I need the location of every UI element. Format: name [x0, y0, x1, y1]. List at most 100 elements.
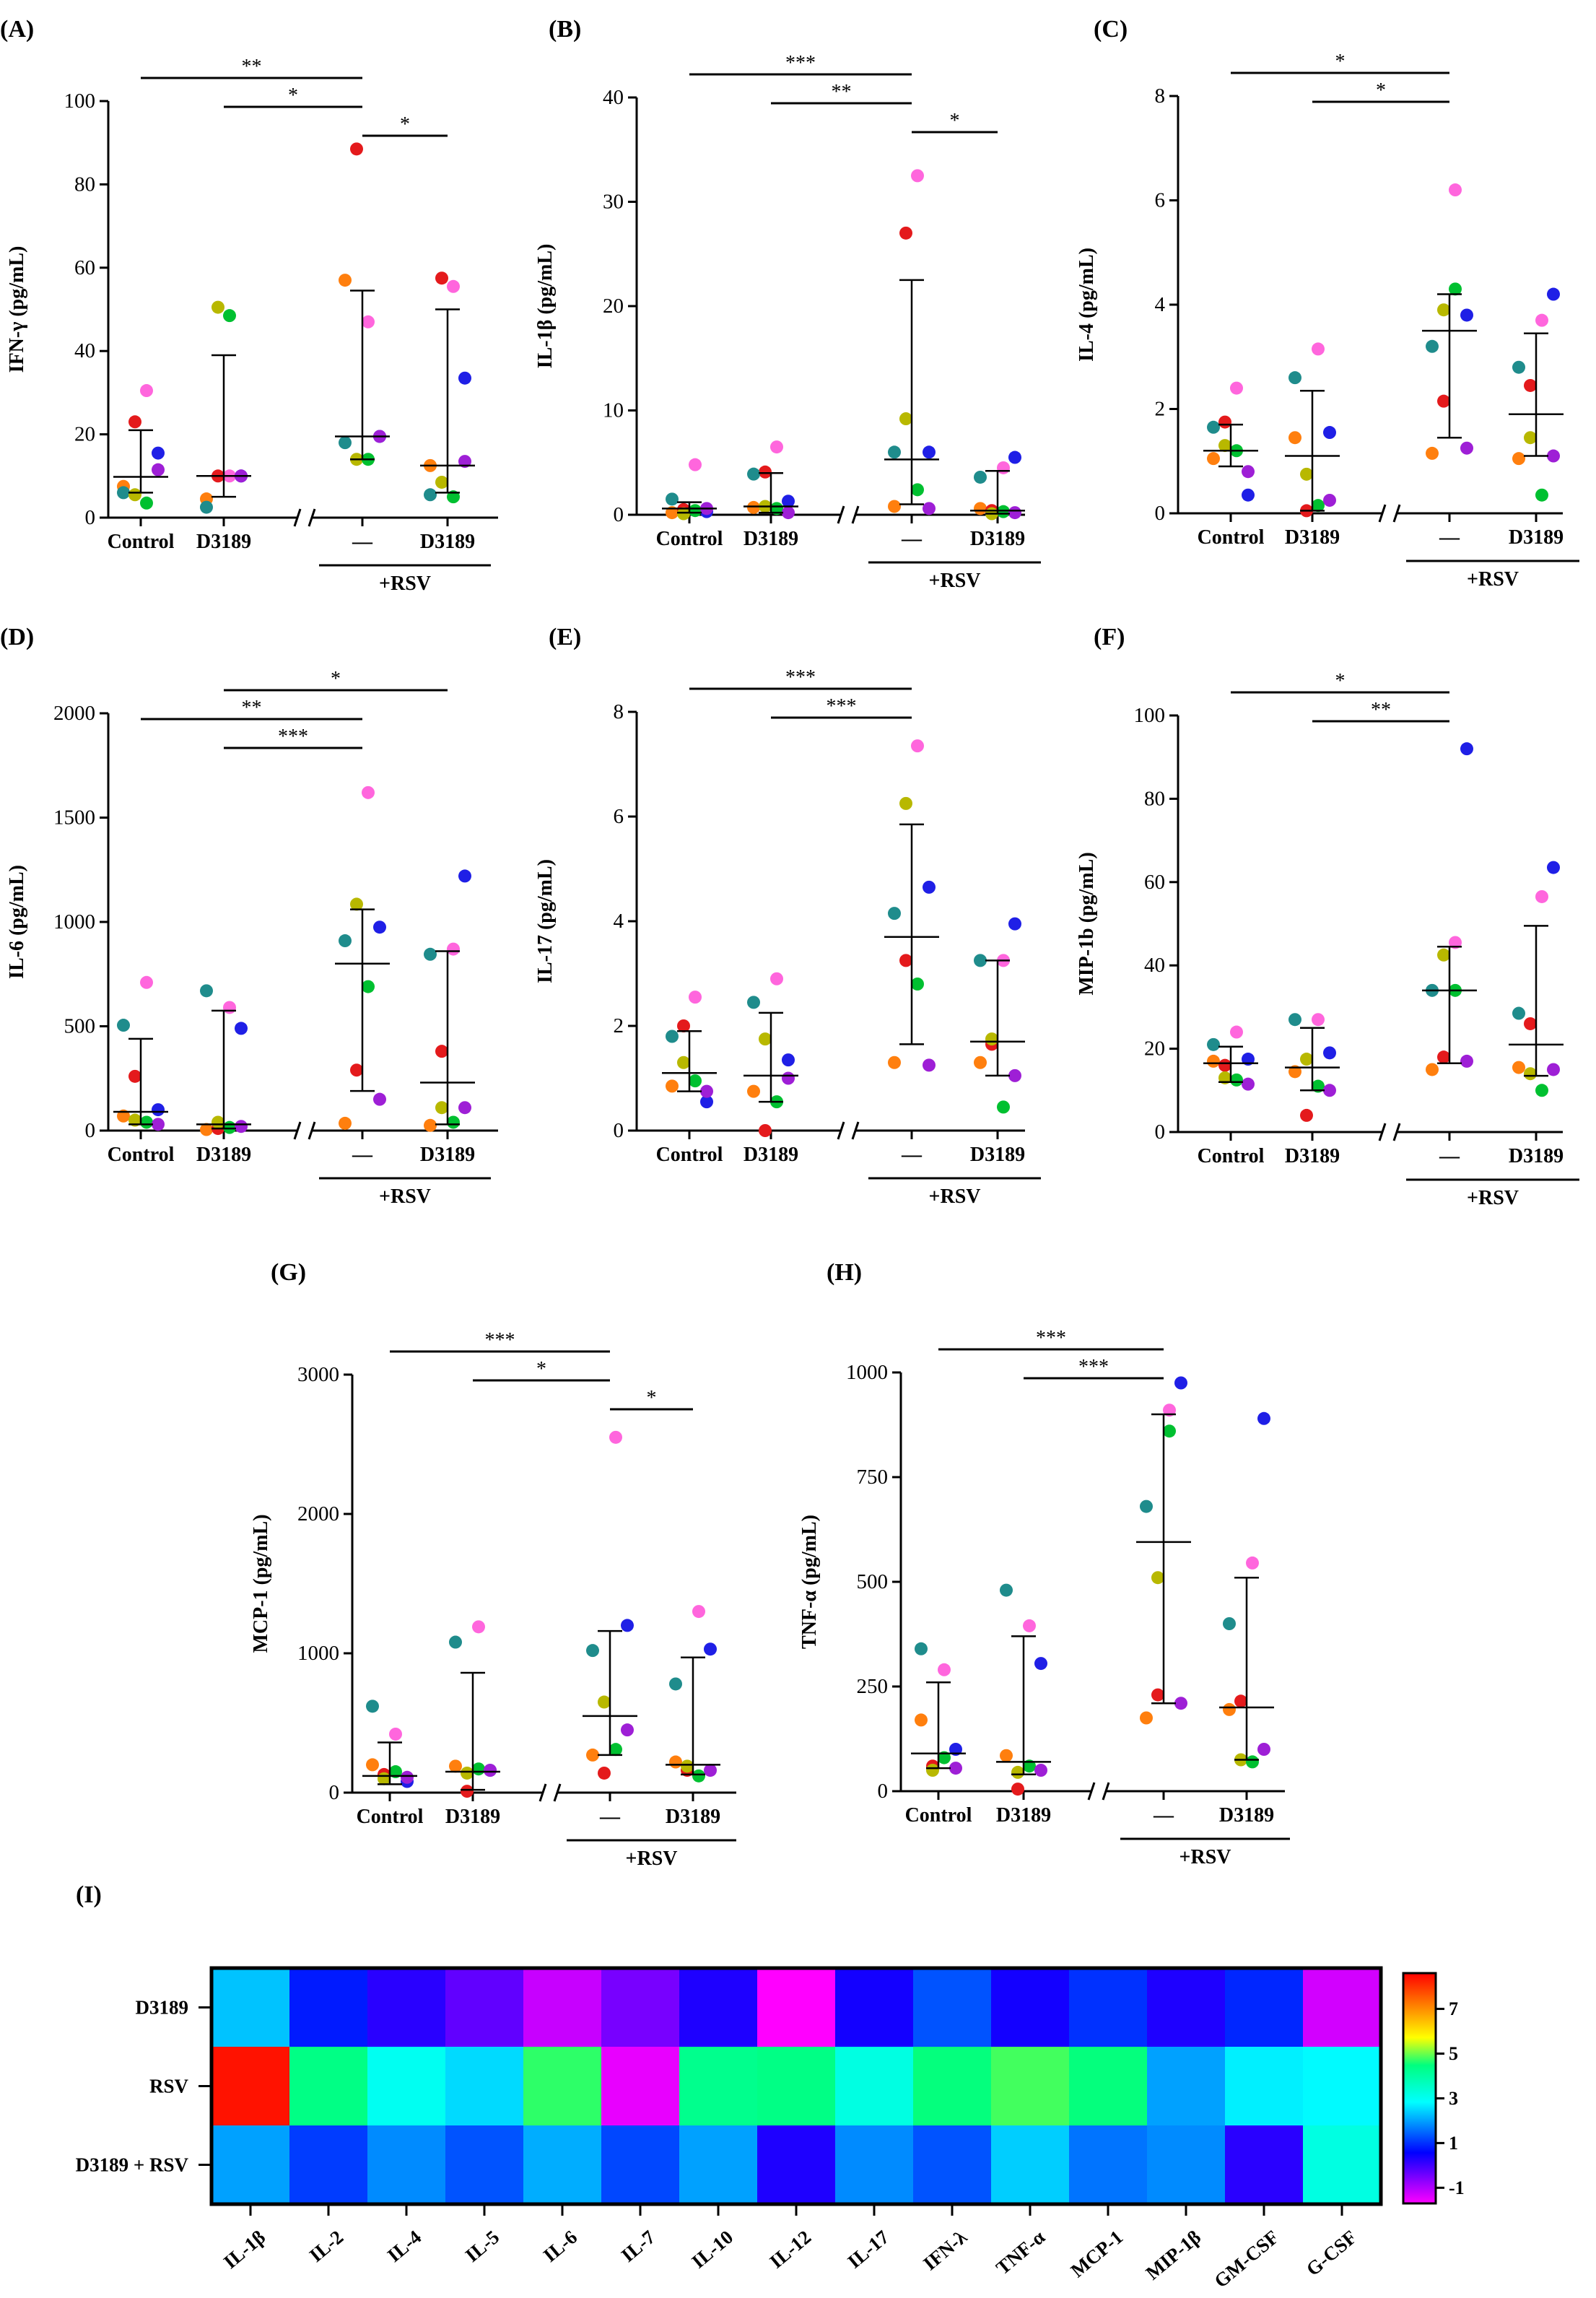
data-point	[366, 1758, 379, 1772]
data-point	[1218, 415, 1231, 429]
data-point	[915, 1713, 928, 1727]
data-point	[666, 506, 679, 520]
heatmap-cell	[1069, 1968, 1148, 2047]
data-point	[1230, 381, 1243, 395]
data-point	[1000, 1749, 1013, 1762]
data-point	[747, 467, 760, 481]
data-point	[899, 796, 912, 810]
y-tick-label: 8	[1155, 84, 1166, 108]
significance-label: *	[1335, 670, 1346, 692]
data-point	[1011, 1783, 1024, 1796]
axis-break-mark	[538, 1783, 547, 1802]
y-tick-label: 40	[603, 86, 624, 109]
data-point	[1449, 282, 1462, 296]
data-point	[1288, 431, 1301, 445]
data-point	[1218, 1058, 1231, 1072]
heatmap-cell	[1225, 1968, 1304, 2047]
data-point	[1300, 1053, 1313, 1066]
y-tick-label: 8	[614, 700, 624, 723]
panel-letter: (F)	[1094, 624, 1125, 650]
data-point	[782, 1053, 795, 1067]
data-point	[926, 1764, 939, 1777]
y-tick-label: 750	[857, 1466, 889, 1489]
heatmap-row-label: D3189	[136, 1997, 189, 2019]
y-tick-label: 60	[1144, 871, 1165, 894]
data-point	[1246, 1556, 1259, 1570]
heatmap-column-label: IL-10	[687, 2226, 737, 2272]
colorbar-tick-label: 7	[1449, 1998, 1458, 2019]
data-point	[669, 1677, 682, 1691]
rsv-group-label: +RSV	[929, 570, 981, 592]
data-point	[1218, 439, 1231, 453]
data-point	[759, 1032, 772, 1046]
data-point	[1223, 1702, 1236, 1716]
data-point	[677, 1056, 690, 1069]
data-point	[782, 495, 795, 508]
data-point	[949, 1762, 962, 1775]
data-point	[888, 1056, 901, 1069]
data-point	[923, 1058, 936, 1072]
data-point	[373, 920, 386, 934]
data-point	[1207, 1054, 1220, 1068]
axis-break-mark	[1392, 504, 1401, 523]
significance-label: *	[400, 113, 410, 136]
heatmap-cell	[601, 2125, 680, 2205]
data-point	[1207, 1037, 1220, 1051]
data-point	[700, 1095, 713, 1109]
data-point	[1312, 499, 1325, 513]
axis-break-mark	[293, 508, 302, 527]
y-tick-label: 2000	[53, 702, 95, 725]
data-point	[974, 502, 987, 515]
y-tick-label: 1500	[53, 806, 95, 830]
y-tick-label: 3000	[297, 1363, 339, 1386]
heatmap-column-label: G-CSF	[1302, 2226, 1361, 2280]
data-point	[888, 445, 901, 459]
data-point	[1524, 378, 1537, 392]
rsv-group-label: +RSV	[626, 1847, 678, 1870]
y-tick-label: 40	[1144, 954, 1165, 977]
heatmap-column-label: IL-7	[617, 2226, 659, 2266]
data-point	[472, 1620, 485, 1634]
data-point	[621, 1723, 634, 1737]
data-point	[461, 1766, 474, 1780]
data-point	[447, 1115, 460, 1129]
data-point	[692, 1769, 705, 1783]
data-point	[1547, 449, 1560, 463]
panel-b: (B) 0 10 20 30 40 IL-1β (pg/mL) Control D3189 — D3…	[534, 16, 1041, 592]
data-point	[1151, 1571, 1164, 1585]
data-point	[1257, 1743, 1270, 1756]
y-tick-label: 20	[74, 423, 95, 446]
data-point	[458, 869, 471, 883]
heatmap-row-label: RSV	[149, 2076, 189, 2097]
data-point	[1242, 1077, 1255, 1091]
data-point	[1426, 446, 1439, 460]
data-point	[747, 1084, 760, 1098]
data-point	[152, 1103, 165, 1117]
heatmap-cell	[289, 2125, 368, 2205]
data-point	[140, 384, 153, 398]
data-point	[1449, 936, 1462, 949]
data-point	[458, 1101, 471, 1115]
data-point	[1323, 1046, 1336, 1060]
y-axis-label: IL-6 (pg/mL)	[6, 865, 28, 979]
heatmap-column-label: TNF-α	[992, 2226, 1049, 2279]
rsv-group-label: +RSV	[1467, 568, 1519, 591]
data-point	[689, 991, 702, 1004]
y-axis-label: MCP-1 (pg/mL)	[250, 1514, 272, 1653]
data-point	[1524, 431, 1537, 445]
data-point	[447, 942, 460, 956]
panel-a: (A) 0 20 40 60 80 100 IFN-γ (pg/mL) Control D3189…	[0, 16, 498, 595]
axis-break-mark	[1087, 1782, 1096, 1801]
heatmap-cell	[835, 2047, 914, 2126]
data-point	[1460, 441, 1473, 455]
data-point	[1257, 1411, 1270, 1425]
data-point	[1000, 1583, 1013, 1597]
category-label: D3189	[1509, 526, 1564, 549]
data-point	[689, 504, 702, 518]
y-tick-label: 0	[329, 1781, 340, 1804]
y-axis-label: IL-4 (pg/mL)	[1076, 248, 1098, 362]
y-tick-label: 20	[603, 295, 624, 318]
data-point	[1246, 1755, 1259, 1769]
axis-break-mark	[1378, 504, 1387, 523]
category-label: D3189	[1285, 1145, 1340, 1167]
